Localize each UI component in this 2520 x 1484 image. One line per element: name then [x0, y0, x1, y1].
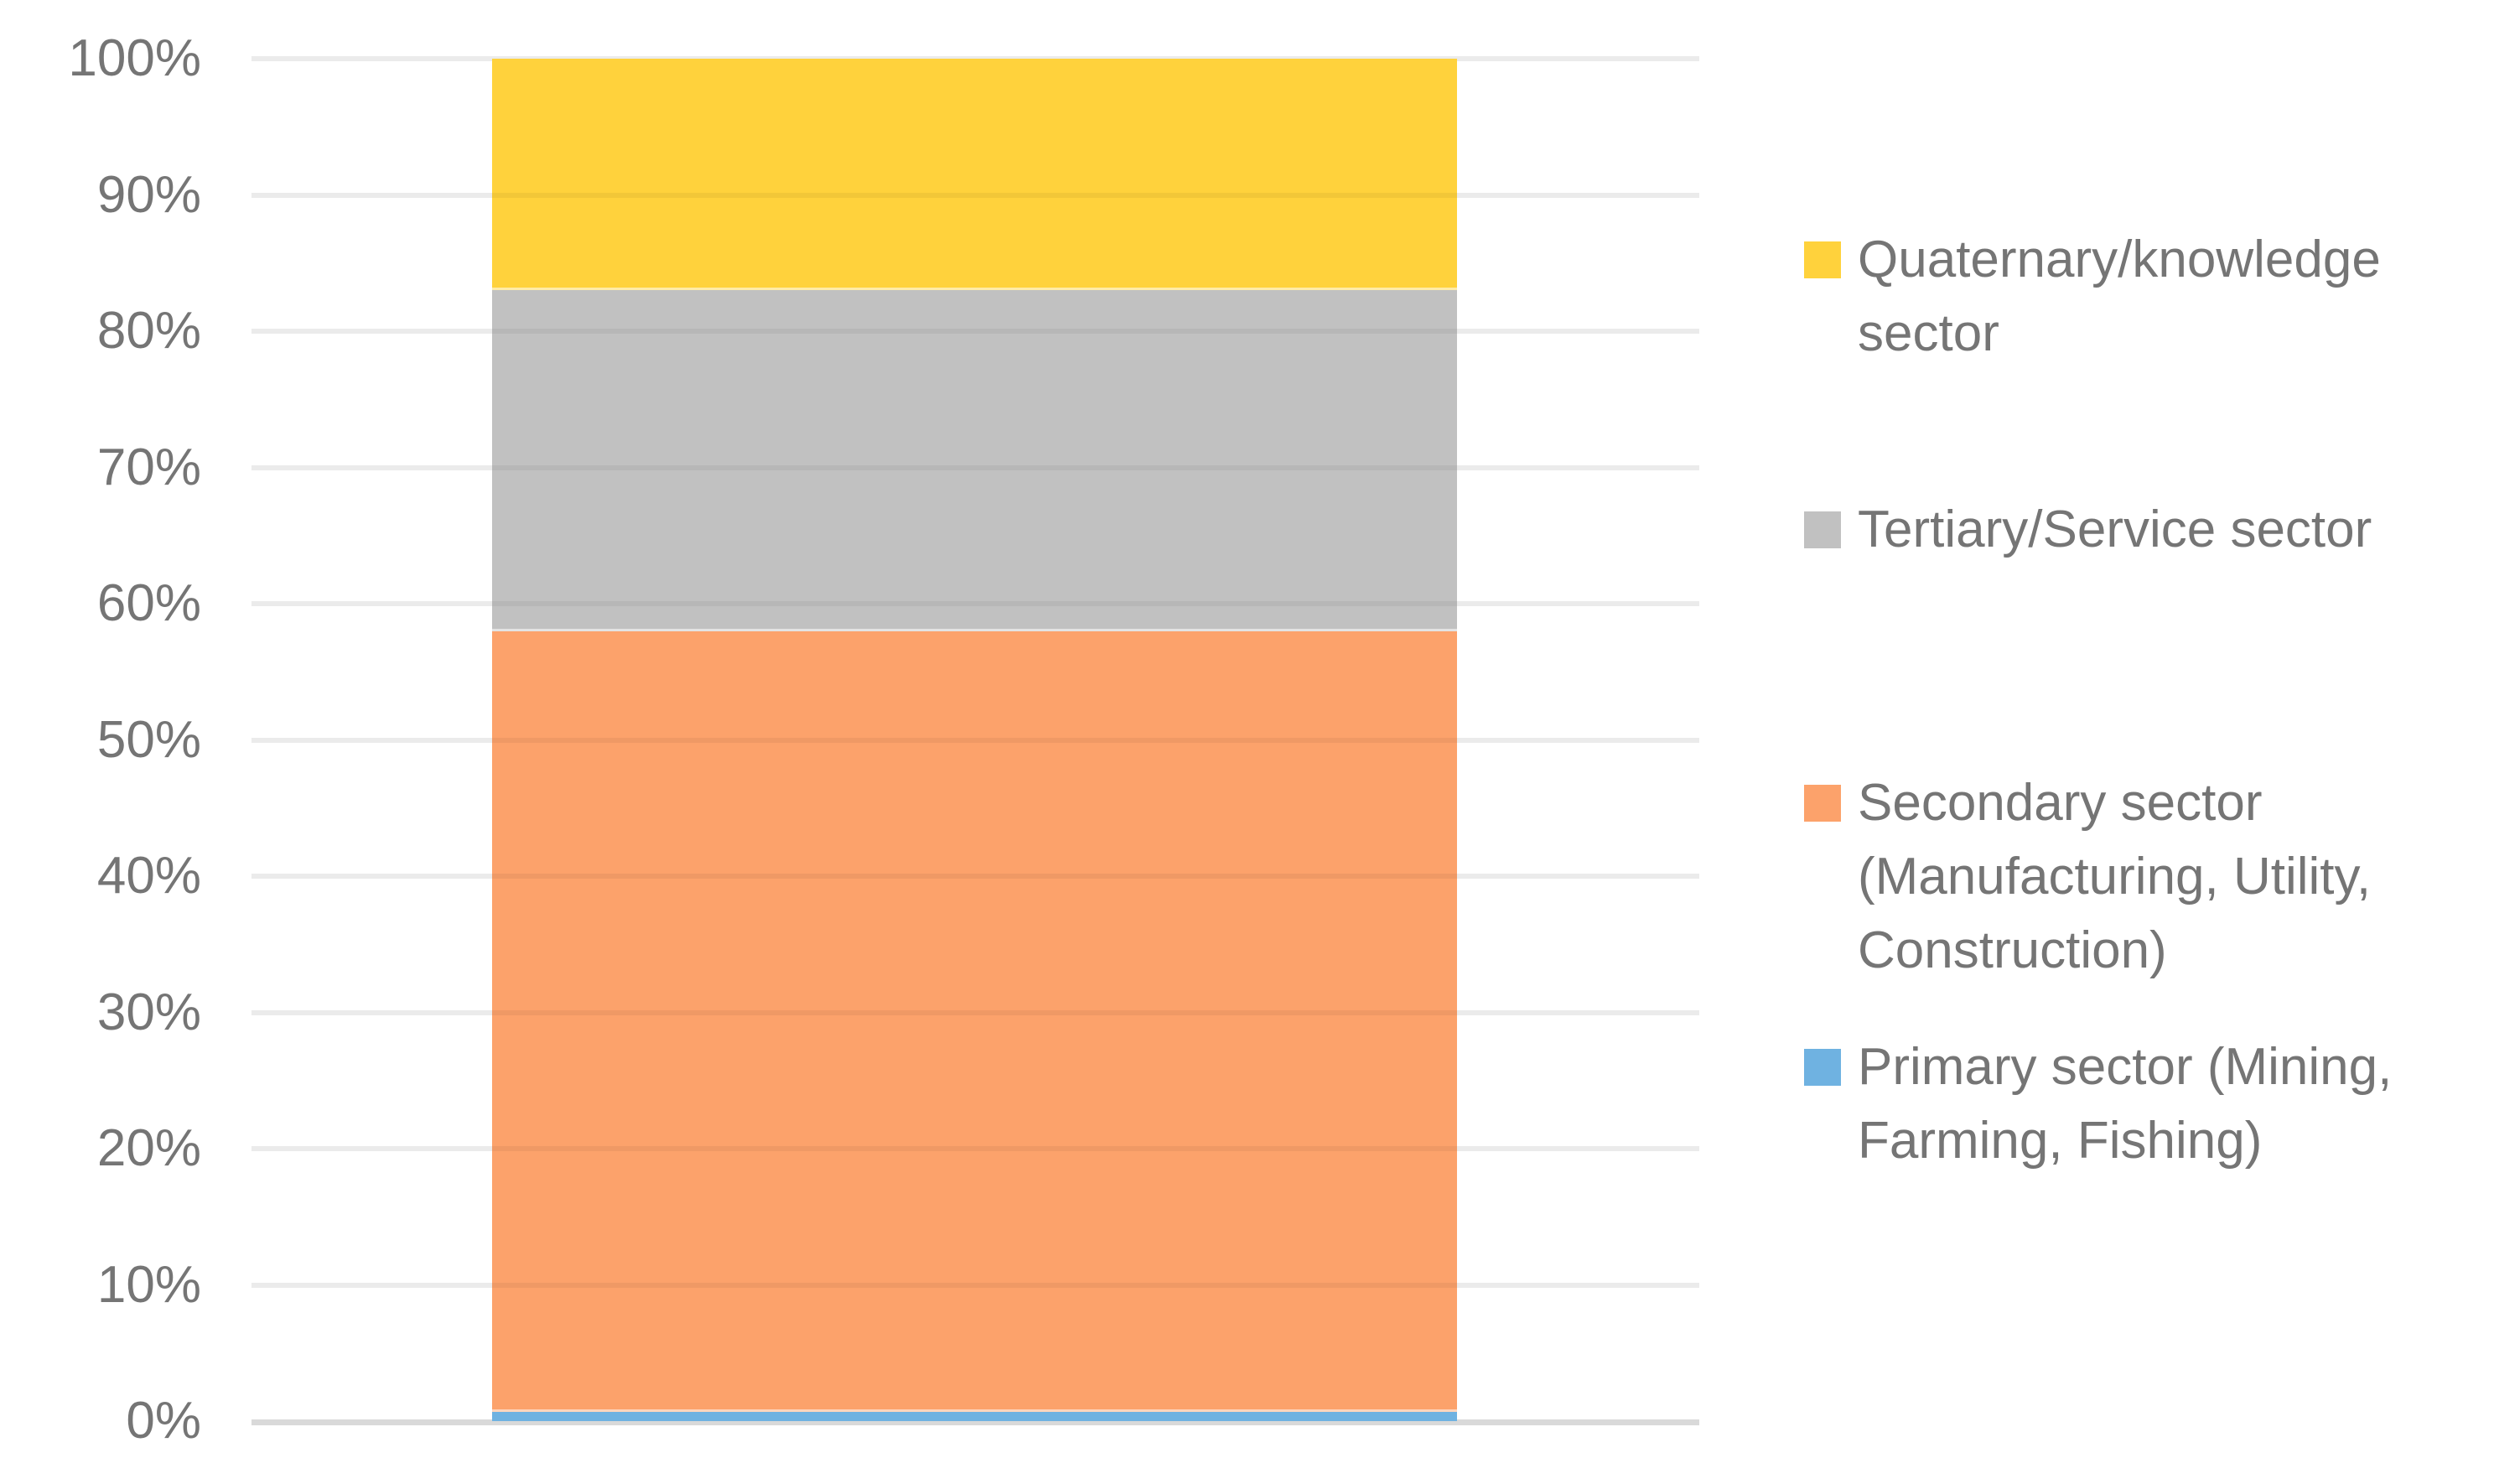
legend-label: Secondary sector (Manufacturing, Utility…	[1858, 774, 2372, 979]
y-axis-tick-label: 50%	[96, 710, 201, 769]
legend-item-tertiary: Tertiary/Service sector	[1804, 493, 2461, 567]
y-axis-tick-label: 0%	[126, 1392, 201, 1450]
legend-item-quaternary: Quaternary/knowledge sector	[1804, 223, 2461, 371]
y-axis-tick-label: 60%	[96, 574, 201, 632]
legend-item-secondary: Secondary sector (Manufacturing, Utility…	[1804, 766, 2461, 988]
y-axis: 0% 10% 20% 30% 40% 50% 60% 70% 80% 90% 100%	[0, 0, 201, 1484]
stacked-bar	[492, 59, 1457, 1421]
gridline-overlay	[492, 737, 1457, 743]
y-axis-tick-label: 90%	[96, 165, 201, 224]
legend-swatch-primary-icon	[1804, 1049, 1841, 1086]
y-axis-tick-label: 100%	[68, 29, 201, 87]
bar-segment-tertiary	[492, 290, 1457, 631]
bar-segment-secondary	[492, 630, 1457, 1412]
y-axis-tick-label: 20%	[96, 1119, 201, 1177]
bar-segment-primary	[492, 1411, 1457, 1421]
legend-label: Tertiary/Service sector	[1858, 501, 2372, 558]
legend-swatch-secondary-icon	[1804, 785, 1841, 822]
plot-area	[251, 56, 1699, 1425]
gridline-overlay	[492, 874, 1457, 879]
y-axis-tick-label: 40%	[96, 847, 201, 905]
x-axis-line	[251, 1419, 1699, 1425]
y-axis-tick-label: 80%	[96, 302, 201, 360]
gridline-overlay	[492, 464, 1457, 470]
gridline-overlay	[492, 192, 1457, 198]
gridline-overlay	[492, 1009, 1457, 1015]
gridline-overlay	[492, 1282, 1457, 1288]
gridline-overlay	[492, 601, 1457, 606]
gridline-overlay	[492, 1146, 1457, 1151]
legend: Quaternary/knowledge sector Tertiary/Ser…	[1804, 0, 2475, 1484]
bar-segment-quaternary	[492, 59, 1457, 291]
legend-item-primary: Primary sector (Mining, Farming, Fishing…	[1804, 1030, 2461, 1178]
legend-swatch-quaternary-icon	[1804, 241, 1841, 278]
y-axis-tick-label: 10%	[96, 1255, 201, 1314]
legend-swatch-tertiary-icon	[1804, 511, 1841, 548]
legend-label: Quaternary/knowledge sector	[1858, 231, 2381, 362]
y-axis-tick-label: 30%	[96, 983, 201, 1041]
legend-label: Primary sector (Mining, Farming, Fishing…	[1858, 1038, 2393, 1170]
y-axis-tick-label: 70%	[96, 438, 201, 496]
gridline-overlay	[492, 329, 1457, 334]
